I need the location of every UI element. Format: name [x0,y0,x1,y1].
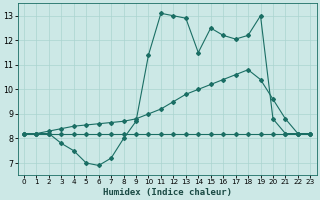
X-axis label: Humidex (Indice chaleur): Humidex (Indice chaleur) [103,188,232,197]
